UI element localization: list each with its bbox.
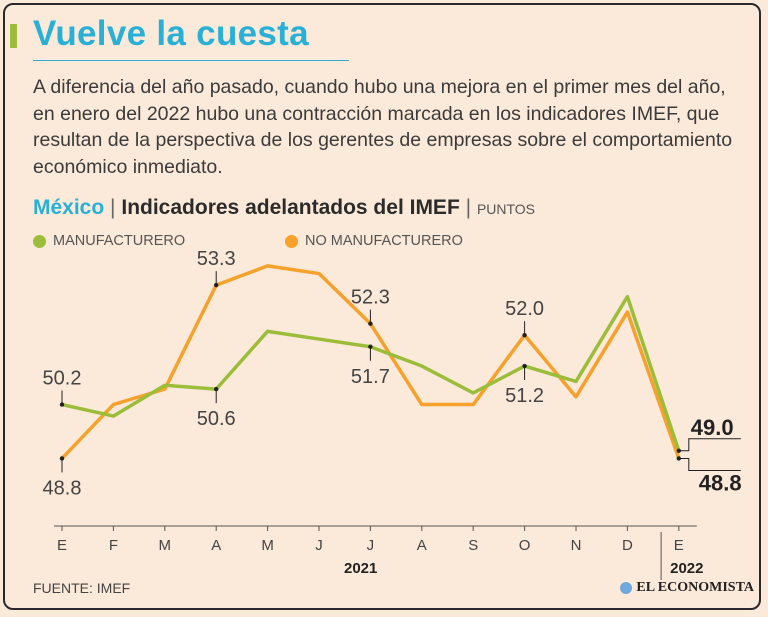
leader-line-9	[678, 457, 741, 471]
x-tick-label-6: J	[367, 537, 375, 554]
chart-title-country: México	[33, 196, 105, 219]
legend-item-no-manufacturero: NO MANUFACTURERO	[285, 233, 463, 249]
data-label-6: 52.0	[505, 298, 544, 320]
headline-rule	[33, 60, 349, 61]
chart-title-separator: |	[110, 196, 116, 219]
x-tick-label-5: J	[315, 537, 323, 554]
legend-swatch-manufacturero	[33, 234, 46, 248]
data-label-0: 50.2	[43, 368, 82, 390]
headline-accent-bar	[10, 24, 17, 48]
x-tick-label-8: S	[468, 537, 478, 554]
x-tick-label-1: F	[109, 537, 118, 554]
x-tick-label-3: A	[211, 537, 221, 554]
year-label-0: 2021	[344, 560, 377, 577]
data-label-4: 52.3	[351, 287, 390, 309]
legend-item-manufacturero: MANUFACTURERO	[33, 233, 185, 249]
legend-label-manufacturero: MANUFACTURERO	[53, 233, 186, 249]
marker-point-7	[522, 363, 527, 369]
chart-units: PUNTOS	[476, 201, 536, 217]
intro-paragraph: A diferencia del año pasado, cuando hubo…	[33, 76, 733, 178]
data-label-7: 51.2	[505, 385, 544, 407]
data-label-5: 51.7	[351, 366, 390, 388]
publisher-name: EL ECONOMISTA	[636, 580, 754, 595]
marker-point-3	[214, 386, 219, 392]
x-tick-label-10: N	[571, 537, 582, 554]
source-note: FUENTE: IMEF	[33, 580, 131, 596]
x-tick-label-2: M	[159, 537, 172, 554]
leader-line-8	[678, 438, 741, 452]
x-tick-label-7: A	[417, 537, 427, 554]
x-tick-label-9: O	[519, 537, 531, 554]
legend-swatch-no-manufacturero	[285, 234, 298, 248]
data-label-1: 48.8	[43, 477, 82, 499]
publisher-logo-icon	[620, 582, 633, 594]
chart-title-separator-2: |	[465, 196, 472, 219]
x-tick-label-12: E	[674, 537, 684, 554]
x-tick-label-0: E	[57, 537, 67, 554]
data-label-9: 48.8	[699, 470, 742, 495]
data-label-8: 49.0	[691, 415, 734, 440]
infographic-frame	[3, 3, 761, 610]
headline: Vuelve la cuesta	[33, 14, 309, 53]
x-tick-label-4: M	[261, 537, 274, 554]
year-label-1: 2022	[670, 560, 703, 577]
publisher-logo: EL ECONOMISTA	[620, 580, 754, 596]
chart-title: México | Indicadores adelantados del IME…	[33, 196, 535, 220]
legend-label-no-manufacturero: NO MANUFACTURERO	[305, 233, 463, 249]
data-label-2: 53.3	[197, 248, 236, 270]
data-label-3: 50.6	[197, 408, 236, 430]
chart-title-main: Indicadores adelantados del IMEF	[121, 196, 460, 219]
x-tick-label-11: D	[622, 537, 633, 554]
